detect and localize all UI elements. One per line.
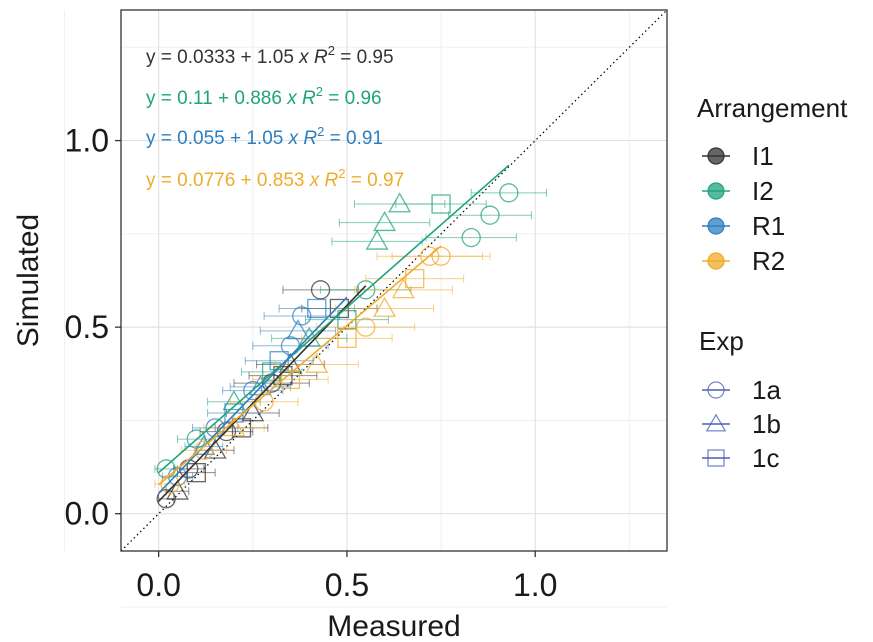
triangle-marker [388, 192, 412, 213]
legend-circle-icon [707, 182, 725, 200]
data-point [301, 328, 393, 348]
legend-item-i1: I1 [702, 141, 774, 171]
legend-label: R2 [752, 246, 785, 276]
x-tick-label: 0.0 [136, 567, 180, 603]
data-point [448, 205, 532, 225]
legend-item-exp-1a: 1a [702, 375, 781, 405]
square-marker [337, 328, 357, 348]
data-points [154, 183, 548, 509]
plot-panel-border [120, 9, 668, 552]
data-point [391, 246, 491, 266]
triangle-marker [373, 211, 397, 232]
triangle-marker [391, 278, 415, 299]
regression-equation-i2: y = 0.11 + 0.886 x R2 = 0.96 [146, 84, 382, 109]
regression-equation-i1: y = 0.0333 + 1.05 x R2 = 0.95 [146, 43, 394, 68]
series-r2 [154, 246, 491, 494]
triangle-marker [305, 352, 329, 373]
legend-label: I1 [752, 141, 774, 171]
y-tick-label: 1.0 [65, 123, 109, 159]
circle-marker [461, 227, 481, 248]
y-tick-label: 0.0 [65, 496, 109, 532]
x-tick-label: 1.0 [513, 567, 557, 603]
circle-marker [356, 317, 376, 337]
series-i2 [154, 183, 548, 479]
legend-item-exp-1b: 1b [702, 409, 781, 439]
triangle-marker [286, 319, 310, 340]
data-point [316, 317, 416, 337]
legend-item-i2: I2 [702, 176, 774, 206]
fit-lines [158, 164, 510, 502]
circle-marker [480, 205, 500, 225]
triangle-marker [705, 413, 727, 432]
square-marker [269, 351, 289, 371]
legend-circle-icon [707, 147, 725, 165]
data-point [176, 462, 216, 483]
data-point [180, 440, 227, 460]
equations: y = 0.0333 + 1.05 x R2 = 0.95 y = 0.11 + … [146, 43, 404, 191]
triangle-marker [241, 401, 265, 422]
x-tick-label: 0.5 [325, 567, 369, 603]
data-point [244, 351, 314, 371]
regression-equation-r2: y = 0.0776 + 0.853 x R2 = 0.97 [146, 166, 404, 191]
triangle-marker [222, 416, 246, 437]
legend-label: 1a [752, 375, 781, 405]
triangle-marker [222, 390, 246, 411]
legend-exp-title: Exp [699, 326, 744, 356]
circle-marker [499, 183, 519, 203]
data-point [338, 211, 431, 232]
legend-item-exp-1c: 1c [702, 443, 779, 473]
circle-marker [194, 440, 214, 460]
triangle-marker [373, 296, 397, 317]
y-tick-label: 0.5 [65, 309, 109, 345]
y-axis-title: Simulated [12, 214, 45, 347]
square-marker [405, 268, 425, 289]
legend-circle-icon [707, 252, 725, 270]
circle-marker [292, 306, 312, 326]
x-axis-title: Measured [327, 610, 460, 642]
data-point [263, 306, 340, 326]
square-marker [261, 362, 282, 382]
fit-line-r1 [158, 296, 348, 494]
data-point [425, 227, 517, 248]
legend-arrangement-title: Arrangement [697, 93, 848, 123]
square-marker [337, 310, 357, 330]
data-point [365, 268, 465, 289]
square-marker [307, 298, 327, 319]
data-point [353, 192, 446, 213]
square-marker [431, 194, 451, 214]
circle-marker [431, 246, 451, 266]
square-marker [707, 449, 725, 467]
fit-line-r2 [158, 245, 442, 486]
legend-label: R1 [752, 211, 785, 241]
data-point [331, 229, 423, 250]
square-marker [280, 369, 301, 390]
data-point [203, 416, 265, 437]
regression-equation-r1: y = 0.055 + 1.05 x R2 = 0.91 [146, 124, 383, 149]
legend: Arrangement I1 I2 R1 R2 Exp 1a 1b 1c [697, 93, 848, 473]
legend-circle-icon [707, 217, 725, 235]
legend-item-r1: R1 [702, 211, 785, 241]
square-marker [273, 365, 293, 386]
legend-item-r2: R2 [702, 246, 785, 276]
data-point [395, 194, 487, 214]
legend-label: I2 [752, 176, 774, 206]
legend-label: 1c [752, 443, 779, 473]
triangle-marker [365, 229, 389, 250]
data-point [470, 183, 548, 203]
triangle-marker [166, 479, 189, 500]
data-point [305, 310, 389, 330]
data-point [353, 278, 453, 299]
axes: 0.0 0.5 1.0 0.0 0.5 1.0 Measured Simulated [12, 123, 557, 642]
data-point [274, 352, 359, 373]
square-marker [186, 462, 206, 483]
fit-line-i2 [158, 164, 510, 474]
circle-marker [707, 381, 725, 399]
legend-label: 1b [752, 409, 781, 439]
